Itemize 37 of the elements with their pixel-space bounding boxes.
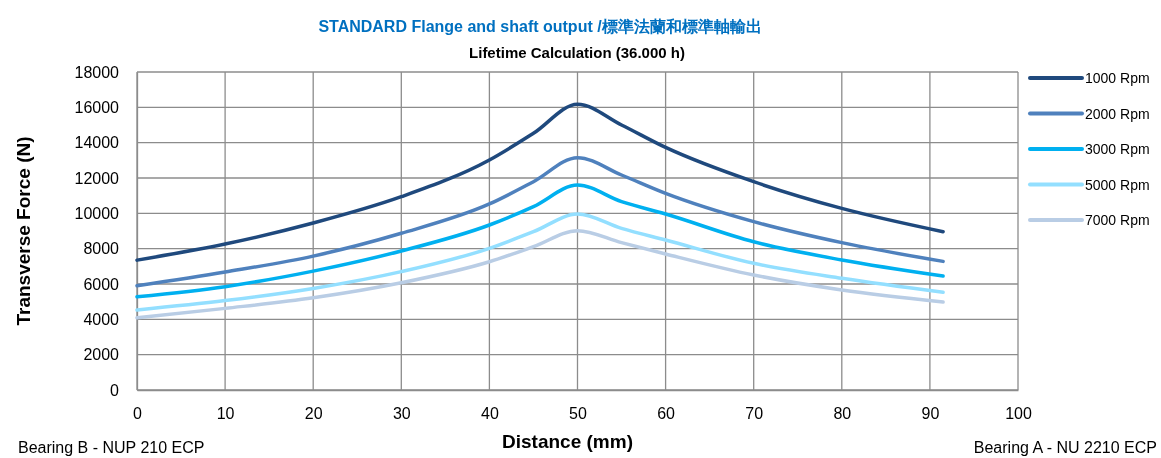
line-series xyxy=(135,228,945,320)
legend-label: 3000 Rpm xyxy=(1085,141,1150,157)
chart-subtitle: Lifetime Calculation (36.000 h) xyxy=(469,44,685,61)
x-tick-label: 80 xyxy=(833,405,852,423)
line-series xyxy=(135,183,945,299)
text: Bearing B - NUP 210 ECP xyxy=(18,439,205,456)
legend-label: 2000 Rpm xyxy=(1085,105,1150,122)
x-axis-title: Distance (mm) xyxy=(502,431,633,452)
y-tick-label: 10000 xyxy=(74,204,120,222)
y-tick-label: 2000 xyxy=(83,346,120,364)
y-tick-label: 16000 xyxy=(74,98,120,116)
line-series xyxy=(135,102,945,262)
y-tick-label: 8000 xyxy=(83,240,120,258)
x-tick-label: 20 xyxy=(304,405,323,423)
x-tick-label: 70 xyxy=(745,405,764,423)
y-tick-label: 18000 xyxy=(74,63,120,81)
y-tick-label: 12000 xyxy=(74,169,120,187)
y-tick-label: 0 xyxy=(110,381,120,399)
x-tick-label: 0 xyxy=(133,405,143,423)
x-tick-label: 10 xyxy=(216,405,235,423)
text: Bearing A - NU 2210 ECP xyxy=(973,439,1157,456)
y-tick-label: 14000 xyxy=(74,134,120,152)
chart-title: STANDARD Flange and shaft output /標準法蘭和標準軸輸出 xyxy=(318,18,762,35)
y-tick-label: 4000 xyxy=(83,310,120,328)
x-tick-label: 40 xyxy=(481,405,499,423)
legend-label: 1000 Rpm xyxy=(1085,70,1150,86)
x-tick-label: 30 xyxy=(392,405,411,423)
x-tick-label: 60 xyxy=(657,405,676,423)
legend-label: 7000 Rpm xyxy=(1085,212,1150,228)
x-tick-label: 50 xyxy=(569,405,587,423)
legend-label: 5000 Rpm xyxy=(1085,176,1150,193)
x-tick-label: 100 xyxy=(1005,405,1032,423)
line-series xyxy=(135,212,945,312)
y-axis-title: Transverse Force (N) xyxy=(13,136,34,326)
line-series xyxy=(135,155,945,288)
x-tick-label: 90 xyxy=(921,405,940,423)
y-tick-label: 6000 xyxy=(83,275,120,293)
